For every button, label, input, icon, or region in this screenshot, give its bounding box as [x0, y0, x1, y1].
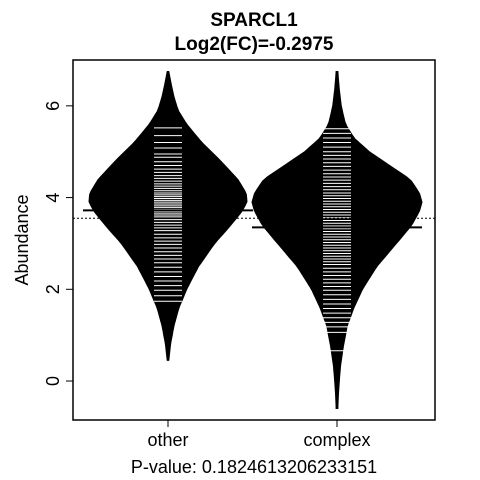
y-tick-label: 0 [43, 376, 63, 386]
y-axis-label: Abundance [12, 194, 32, 285]
chart-title: SPARCL1 [210, 10, 298, 31]
x-tick-label-complex: complex [303, 430, 370, 450]
beans-layer [88, 71, 423, 409]
chart-subtitle: Log2(FC)=-0.2975 [175, 34, 334, 55]
reference-lines-layer [73, 209, 435, 229]
x-axis-label: P-value: 0.1824613206233151 [131, 457, 377, 477]
x-tick-label-other: other [147, 430, 188, 450]
y-tick-label: 6 [43, 101, 63, 111]
bean-other [88, 71, 248, 361]
y-axis: 0 2 4 6 [43, 101, 74, 386]
x-axis: other complex [147, 419, 371, 450]
points-layer [154, 127, 351, 352]
y-tick-label: 4 [43, 193, 63, 203]
y-tick-label: 2 [43, 284, 63, 294]
